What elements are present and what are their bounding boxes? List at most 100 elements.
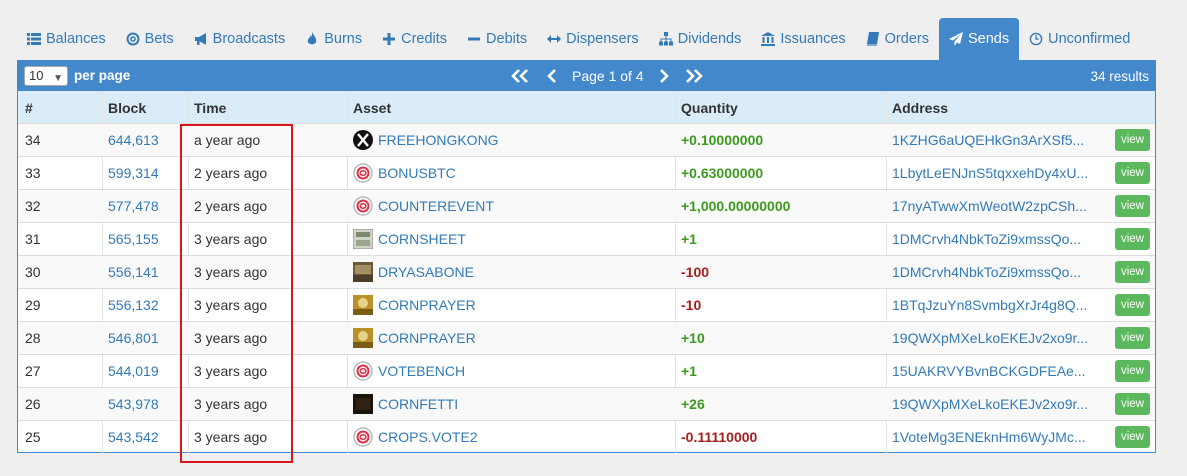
- row-quantity: +1: [681, 231, 697, 247]
- address-link[interactable]: 1DMCrvh4NbkToZi9xmssQo...: [892, 264, 1082, 280]
- asset-link[interactable]: COUNTEREVENT: [378, 198, 494, 214]
- view-button[interactable]: view: [1115, 393, 1150, 415]
- tab-burns[interactable]: Burns: [295, 18, 372, 60]
- asset-link[interactable]: CORNSHEET: [378, 231, 466, 247]
- asset-link[interactable]: DRYASABONE: [378, 264, 474, 280]
- book-icon: [866, 32, 880, 46]
- asset-link[interactable]: BONUSBTC: [378, 165, 456, 181]
- page-indicator: Page 1 of 4: [572, 68, 644, 84]
- address-link[interactable]: 19QWXpMXeLkoEKEJv2xo9r...: [892, 330, 1089, 346]
- tab-issuances[interactable]: Issuances: [751, 18, 855, 60]
- view-button[interactable]: view: [1115, 360, 1150, 382]
- counterparty-icon: [353, 427, 373, 447]
- block-link[interactable]: 577,478: [108, 198, 159, 214]
- block-link[interactable]: 544,019: [108, 363, 159, 379]
- per-page-select[interactable]: 10 ▼: [24, 66, 68, 86]
- bullseye-icon: [126, 32, 140, 46]
- block-link[interactable]: 565,155: [108, 231, 159, 247]
- per-page-label: per page: [74, 68, 131, 83]
- address-link[interactable]: 17nyATwwXmWeotW2zpCSh...: [892, 198, 1087, 214]
- table-row: 27 544,019 3 years ago VOTEBENCH +1 15UA…: [18, 354, 1155, 387]
- tab-credits[interactable]: Credits: [372, 18, 457, 60]
- next-page-icon[interactable]: [652, 69, 676, 83]
- photo-image-icon: [353, 262, 373, 282]
- tab-label: Dividends: [677, 31, 742, 47]
- block-link[interactable]: 556,141: [108, 264, 159, 280]
- asset-link[interactable]: CORNFETTI: [378, 396, 459, 412]
- address-link[interactable]: 1KZHG6aUQEHkGn3ArXSf5...: [892, 132, 1085, 148]
- row-time: 2 years ago: [194, 198, 268, 214]
- tab-dividends[interactable]: Dividends: [649, 18, 752, 60]
- address-link[interactable]: 19QWXpMXeLkoEKEJv2xo9r...: [892, 396, 1089, 412]
- asset-link[interactable]: CORNPRAYER: [378, 330, 476, 346]
- sheet-image-icon: [352, 228, 374, 250]
- last-page-icon[interactable]: [682, 69, 706, 83]
- tab-unconfirmed[interactable]: Unconfirmed: [1019, 18, 1140, 60]
- list-icon: [27, 32, 41, 46]
- prev-page-icon[interactable]: [540, 69, 564, 83]
- row-number: 25: [25, 429, 41, 445]
- row-number: 30: [25, 264, 41, 280]
- block-link[interactable]: 644,613: [108, 132, 159, 148]
- row-quantity: -0.11110000: [681, 429, 758, 445]
- block-link[interactable]: 543,978: [108, 396, 159, 412]
- header-block: Block: [108, 100, 147, 116]
- block-link[interactable]: 599,314: [108, 165, 159, 181]
- view-button[interactable]: view: [1115, 228, 1150, 250]
- view-button[interactable]: view: [1115, 294, 1150, 316]
- tab-label: Orders: [884, 31, 929, 47]
- tab-label: Unconfirmed: [1048, 31, 1131, 47]
- block-link[interactable]: 546,801: [108, 330, 159, 346]
- tab-bar: Balances Bets Broadcasts Burns Credits D…: [17, 18, 1140, 60]
- view-button[interactable]: view: [1115, 327, 1150, 349]
- asset-link[interactable]: FREEHONGKONG: [378, 132, 499, 148]
- table-row: 33 599,314 2 years ago BONUSBTC +0.63000…: [18, 156, 1155, 189]
- address-link[interactable]: 1LbytLeENJnS5tqxxehDy4xU...: [892, 165, 1089, 181]
- row-time: 3 years ago: [194, 363, 268, 379]
- header-quantity: Quantity: [681, 100, 738, 116]
- first-page-icon[interactable]: [508, 69, 532, 83]
- tab-label: Burns: [324, 31, 363, 47]
- tab-sends[interactable]: Sends: [938, 18, 1020, 60]
- header-time: Time: [194, 100, 227, 116]
- tab-debits[interactable]: Debits: [457, 18, 537, 60]
- address-link[interactable]: 15UAKRVYBvnBCKGDFEAe...: [892, 363, 1086, 379]
- asset-link[interactable]: CROPS.VOTE2: [378, 429, 478, 445]
- per-page-value: 10: [29, 68, 44, 83]
- block-link[interactable]: 543,542: [108, 429, 159, 445]
- sends-panel: 10 ▼ per page Page 1 of 4 34 results # Bl…: [17, 60, 1156, 453]
- view-button[interactable]: view: [1115, 261, 1150, 283]
- address-link[interactable]: 1VoteMg3ENEknHm6WyJMc...: [892, 429, 1086, 445]
- tab-broadcasts[interactable]: Broadcasts: [184, 18, 296, 60]
- view-button[interactable]: view: [1115, 426, 1150, 448]
- fire-icon: [305, 32, 319, 46]
- results-count: 34 results: [1090, 69, 1149, 84]
- header-num: #: [25, 100, 33, 116]
- table-row: 30 556,141 3 years ago DRYASABONE -100 1…: [18, 255, 1155, 288]
- row-number: 32: [25, 198, 41, 214]
- row-time: 2 years ago: [194, 165, 268, 181]
- block-link[interactable]: 556,132: [108, 297, 159, 313]
- address-link[interactable]: 1DMCrvh4NbkToZi9xmssQo...: [892, 231, 1082, 247]
- asset-link[interactable]: CORNPRAYER: [378, 297, 476, 313]
- tab-label: Credits: [401, 31, 448, 47]
- counterparty-icon: [353, 163, 373, 183]
- row-time: a year ago: [194, 132, 261, 148]
- table-row: 32 577,478 2 years ago COUNTEREVENT +1,0…: [18, 189, 1155, 222]
- address-link[interactable]: 1BTqJzuYn8SvmbgXrJr4g8Q...: [892, 297, 1088, 313]
- tab-bets[interactable]: Bets: [116, 18, 184, 60]
- view-button[interactable]: view: [1115, 129, 1150, 151]
- view-button[interactable]: view: [1115, 195, 1150, 217]
- minus-icon: [467, 32, 481, 46]
- asset-link[interactable]: VOTEBENCH: [378, 363, 466, 379]
- tab-label: Debits: [486, 31, 528, 47]
- x-logo-icon: [353, 130, 373, 150]
- row-time: 3 years ago: [194, 264, 268, 280]
- tab-label: Sends: [967, 31, 1010, 47]
- tab-orders[interactable]: Orders: [856, 18, 939, 60]
- row-time: 3 years ago: [194, 231, 268, 247]
- tab-dispensers[interactable]: Dispensers: [537, 18, 649, 60]
- tab-balances[interactable]: Balances: [17, 18, 116, 60]
- row-number: 29: [25, 297, 41, 313]
- view-button[interactable]: view: [1115, 162, 1150, 184]
